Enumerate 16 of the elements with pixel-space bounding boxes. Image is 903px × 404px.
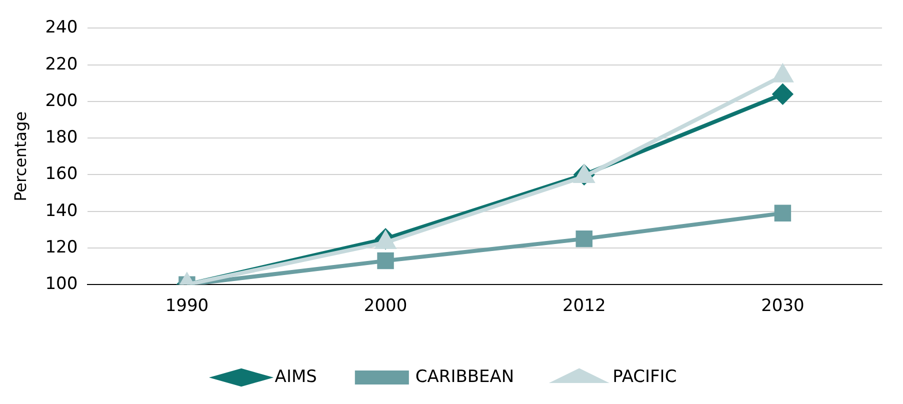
y-tick-label: 200 — [45, 90, 78, 111]
x-tick-label: 2000 — [364, 296, 408, 316]
legend-label: PACIFIC — [612, 366, 677, 387]
y-tick-label: 100 — [45, 274, 78, 294]
y-tick-label: 180 — [45, 128, 78, 148]
x-tick-label: 1990 — [165, 296, 209, 316]
y-tick-label: 140 — [45, 200, 78, 221]
y-tick-label: 220 — [45, 54, 78, 74]
legend-label: AIMS — [274, 366, 317, 387]
legend-label: CARIBBEAN — [415, 366, 514, 387]
x-tick-label: 2030 — [761, 296, 804, 316]
y-tick-label: 240 — [45, 18, 78, 38]
x-tick-label: 2012 — [562, 296, 606, 316]
y-tick-label: 120 — [45, 237, 78, 258]
y-tick-label: 160 — [45, 164, 78, 184]
y-axis-title: Percentage — [10, 111, 30, 202]
